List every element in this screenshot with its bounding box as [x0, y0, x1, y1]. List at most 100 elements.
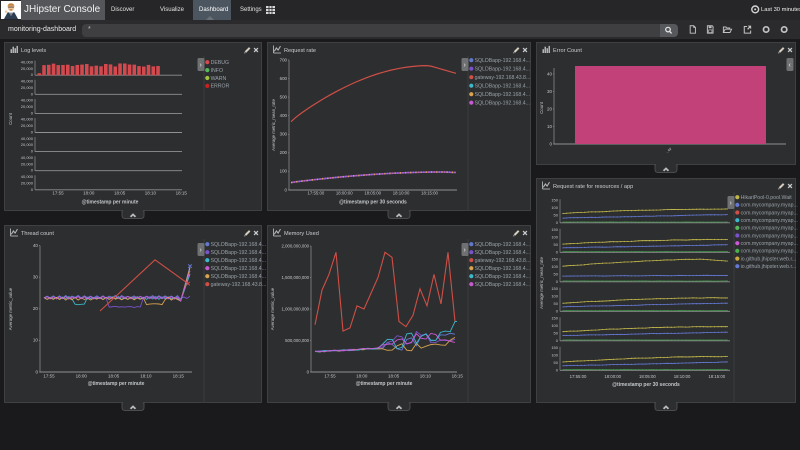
svg-text:0: 0	[556, 368, 559, 373]
svg-text:1,000,000,000: 1,000,000,000	[282, 306, 310, 311]
svg-text:SQLDBapp-192.168.4...: SQLDBapp-192.168.4...	[211, 250, 266, 256]
svg-text:com.mycompany.myap...: com.mycompany.myap...	[741, 218, 798, 224]
svg-text:@timestamp per minute: @timestamp per minute	[356, 381, 413, 387]
svg-text:18:00:00: 18:00:00	[336, 191, 353, 196]
svg-text:18:05: 18:05	[388, 374, 400, 379]
svg-text:18:15: 18:15	[452, 374, 464, 379]
svg-text:0: 0	[556, 309, 559, 314]
svg-text:200: 200	[280, 150, 288, 155]
svg-text:18:10:00: 18:10:00	[393, 191, 410, 196]
svg-text:0: 0	[31, 72, 34, 77]
svg-text:10: 10	[33, 338, 39, 343]
svg-text:18:10: 18:10	[145, 191, 157, 196]
svg-text:18:10: 18:10	[420, 374, 432, 379]
svg-text:Count: Count	[8, 112, 13, 124]
svg-text:@timestamp per 30 seconds: @timestamp per 30 seconds	[339, 200, 407, 206]
svg-text:1,500,000,000: 1,500,000,000	[282, 275, 310, 280]
svg-text:500,000,000: 500,000,000	[285, 338, 310, 343]
svg-text:SQLDBapp-192.168.4...: SQLDBapp-192.168.4...	[211, 242, 266, 248]
svg-text:400: 400	[280, 113, 288, 118]
svg-text:io.github.jhipster.web.r...: io.github.jhipster.web.r...	[741, 264, 797, 270]
svg-text:20,000: 20,000	[21, 123, 34, 128]
svg-text:100: 100	[551, 235, 558, 240]
svg-text:40,000: 40,000	[21, 174, 34, 179]
svg-text:40,000: 40,000	[21, 136, 34, 141]
svg-text:SQLDBapp-192.168.4...: SQLDBapp-192.168.4...	[475, 282, 530, 288]
svg-text:SQLDBapp-192.168.4...: SQLDBapp-192.168.4...	[211, 258, 266, 264]
svg-text:100: 100	[551, 323, 558, 328]
svg-text:18:15:00: 18:15:00	[421, 191, 438, 196]
svg-text:100: 100	[551, 205, 558, 210]
svg-text:20: 20	[547, 106, 553, 111]
svg-text:500: 500	[280, 94, 288, 99]
svg-text:gateway-192.168.43.8...: gateway-192.168.43.8...	[475, 258, 531, 264]
svg-text:20,000: 20,000	[21, 161, 34, 166]
svg-text:150: 150	[551, 316, 558, 321]
svg-text:gateway-192.168.43.8...: gateway-192.168.43.8...	[475, 75, 531, 81]
svg-text:Error Count: Error Count	[553, 48, 582, 54]
svg-text:0: 0	[31, 187, 34, 192]
svg-text:SQLDBapp-192.168.4...: SQLDBapp-192.168.4...	[475, 84, 530, 90]
svg-text:com.mycompany.myap...: com.mycompany.myap...	[741, 210, 798, 216]
svg-text:18:10: 18:10	[140, 374, 152, 379]
svg-text:com.mycompany.myap...: com.mycompany.myap...	[741, 203, 798, 209]
svg-text:Request rate for resources / a: Request rate for resources / app	[553, 184, 633, 190]
svg-text:›: ›	[730, 200, 733, 207]
svg-text:20: 20	[33, 306, 39, 311]
svg-text:Average metric_value: Average metric_value	[270, 287, 275, 330]
svg-text:40: 40	[33, 243, 39, 248]
svg-text:40,000: 40,000	[21, 79, 34, 84]
svg-text:0: 0	[31, 91, 34, 96]
svg-text:18:15: 18:15	[176, 191, 188, 196]
svg-text:WARN: WARN	[211, 76, 227, 82]
svg-text:ERROR: ERROR	[211, 84, 230, 90]
svg-text:40,000: 40,000	[21, 117, 34, 122]
svg-text:SQLDBapp-192.168.4...: SQLDBapp-192.168.4...	[475, 274, 530, 280]
svg-text:@timestamp per minute: @timestamp per minute	[82, 200, 139, 206]
svg-text:0: 0	[31, 149, 34, 154]
svg-text:30: 30	[547, 89, 553, 94]
svg-text:_all: _all	[664, 147, 672, 153]
svg-text:Request rate: Request rate	[284, 48, 316, 54]
svg-text:20,000: 20,000	[21, 85, 34, 90]
svg-text:SQLDBapp-192.168.4...: SQLDBapp-192.168.4...	[475, 92, 530, 98]
svg-text:gateway-192.168.43.8...: gateway-192.168.43.8...	[211, 282, 267, 288]
svg-text:SQLDBapp-192.168.4...: SQLDBapp-192.168.4...	[211, 274, 266, 280]
svg-text:SQLDBapp-192.168.4...: SQLDBapp-192.168.4...	[475, 58, 530, 64]
svg-text:Count: Count	[539, 101, 544, 113]
svg-text:2,000,000,000: 2,000,000,000	[282, 243, 310, 248]
svg-text:18:00:00: 18:00:00	[604, 374, 621, 379]
svg-text:18:15:00: 18:15:00	[708, 374, 725, 379]
svg-text:50: 50	[554, 331, 559, 336]
svg-text:50: 50	[554, 213, 559, 218]
svg-text:Average metric_mean_rate: Average metric_mean_rate	[539, 257, 544, 309]
svg-text:40: 40	[547, 71, 553, 76]
svg-text:50: 50	[554, 272, 559, 277]
svg-text:HikariPool-0.pool.Wait: HikariPool-0.pool.Wait	[741, 195, 793, 201]
svg-text:›: ›	[200, 62, 203, 69]
svg-text:0: 0	[35, 369, 38, 374]
svg-text:150: 150	[551, 198, 558, 203]
svg-text:Average metric_value: Average metric_value	[8, 287, 13, 330]
svg-text:0: 0	[556, 279, 559, 284]
svg-text:150: 150	[551, 257, 558, 262]
svg-text:150: 150	[551, 345, 558, 350]
svg-text:‹: ‹	[789, 62, 792, 69]
svg-text:18:00: 18:00	[76, 374, 88, 379]
svg-text:SQLDBapp-192.168.4...: SQLDBapp-192.168.4...	[475, 250, 530, 256]
svg-text:com.mycompany.myap...: com.mycompany.myap...	[741, 226, 798, 232]
svg-text:17:55: 17:55	[324, 374, 336, 379]
svg-text:18:00: 18:00	[356, 374, 368, 379]
svg-text:50: 50	[554, 242, 559, 247]
svg-text:17:55:00: 17:55:00	[308, 191, 325, 196]
svg-text:›: ›	[200, 247, 203, 254]
svg-text:SQLDBapp-192.168.4...: SQLDBapp-192.168.4...	[475, 242, 530, 248]
svg-text:INFO: INFO	[211, 68, 223, 74]
svg-text:›: ›	[464, 62, 467, 69]
svg-text:SQLDBapp-192.168.4...: SQLDBapp-192.168.4...	[475, 101, 530, 107]
svg-text:17:55: 17:55	[52, 191, 64, 196]
svg-text:›: ›	[464, 247, 467, 254]
svg-text:SQLDBapp-192.168.4...: SQLDBapp-192.168.4...	[475, 266, 530, 272]
svg-text:Thread count: Thread count	[21, 231, 54, 237]
svg-text:40,000: 40,000	[21, 98, 34, 103]
